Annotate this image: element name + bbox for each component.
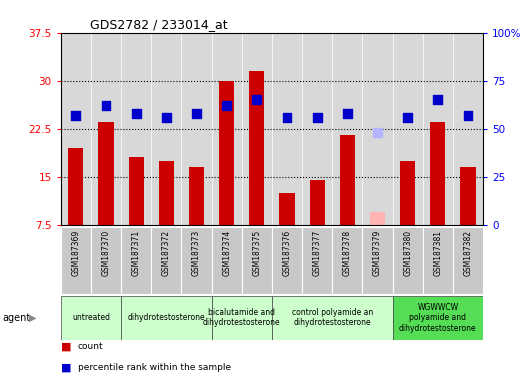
Text: GSM187378: GSM187378 <box>343 230 352 276</box>
Point <box>222 103 231 109</box>
Text: GSM187381: GSM187381 <box>433 230 442 276</box>
Bar <box>121 227 151 294</box>
Bar <box>400 161 415 225</box>
Text: ▶: ▶ <box>29 313 36 323</box>
Point <box>373 129 382 136</box>
Bar <box>430 122 446 225</box>
Point <box>132 110 140 116</box>
Text: count: count <box>78 342 103 351</box>
Text: GSM187374: GSM187374 <box>222 230 231 276</box>
Bar <box>279 193 295 225</box>
Point <box>464 112 472 118</box>
Bar <box>340 135 355 225</box>
Text: GSM187375: GSM187375 <box>252 230 261 276</box>
Point <box>343 110 352 116</box>
Text: GSM187379: GSM187379 <box>373 230 382 276</box>
Text: GSM187380: GSM187380 <box>403 230 412 276</box>
Bar <box>159 161 174 225</box>
Text: GSM187372: GSM187372 <box>162 230 171 276</box>
Point <box>192 110 201 116</box>
Point <box>313 114 322 120</box>
Text: GSM187377: GSM187377 <box>313 230 322 276</box>
Bar <box>151 227 182 294</box>
Bar <box>272 227 302 294</box>
Bar <box>121 296 212 340</box>
Bar <box>68 148 83 225</box>
Bar <box>212 227 242 294</box>
Point <box>283 114 291 120</box>
Text: dihydrotestosterone: dihydrotestosterone <box>127 313 205 322</box>
Text: GSM187371: GSM187371 <box>131 230 140 276</box>
Text: GSM187382: GSM187382 <box>464 230 473 276</box>
Text: GSM187376: GSM187376 <box>282 230 291 276</box>
Text: ■: ■ <box>61 363 71 373</box>
Bar <box>249 71 265 225</box>
Text: WGWWCW
polyamide and
dihydrotestosterone: WGWWCW polyamide and dihydrotestosterone <box>399 303 477 333</box>
Point <box>162 114 171 120</box>
Point <box>403 114 412 120</box>
Bar <box>272 296 393 340</box>
Text: GSM187370: GSM187370 <box>101 230 110 276</box>
Bar <box>362 227 393 294</box>
Text: percentile rank within the sample: percentile rank within the sample <box>78 363 231 372</box>
Bar <box>212 296 272 340</box>
Bar <box>332 227 362 294</box>
Bar <box>460 167 476 225</box>
Bar <box>91 227 121 294</box>
Text: untreated: untreated <box>72 313 110 322</box>
Text: GDS2782 / 233014_at: GDS2782 / 233014_at <box>90 18 228 31</box>
Point <box>72 112 80 118</box>
Text: GSM187373: GSM187373 <box>192 230 201 276</box>
Bar <box>302 227 332 294</box>
Bar <box>453 227 483 294</box>
Text: ■: ■ <box>61 342 71 352</box>
Bar <box>309 180 325 225</box>
Text: agent: agent <box>3 313 31 323</box>
Bar <box>370 212 385 225</box>
Text: GSM187369: GSM187369 <box>71 230 80 276</box>
Bar <box>189 167 204 225</box>
Bar <box>182 227 212 294</box>
Point <box>252 97 261 103</box>
Bar <box>98 122 114 225</box>
Bar <box>242 227 272 294</box>
Bar <box>393 227 423 294</box>
Bar <box>219 81 234 225</box>
Bar <box>129 157 144 225</box>
Point <box>102 103 110 109</box>
Point <box>433 97 442 103</box>
Text: control polyamide an
dihydrotestosterone: control polyamide an dihydrotestosterone <box>291 308 373 328</box>
Text: bicalutamide and
dihydrotestosterone: bicalutamide and dihydrotestosterone <box>203 308 280 328</box>
Bar <box>423 227 453 294</box>
Bar <box>393 296 483 340</box>
Bar <box>61 296 121 340</box>
Bar <box>61 227 91 294</box>
